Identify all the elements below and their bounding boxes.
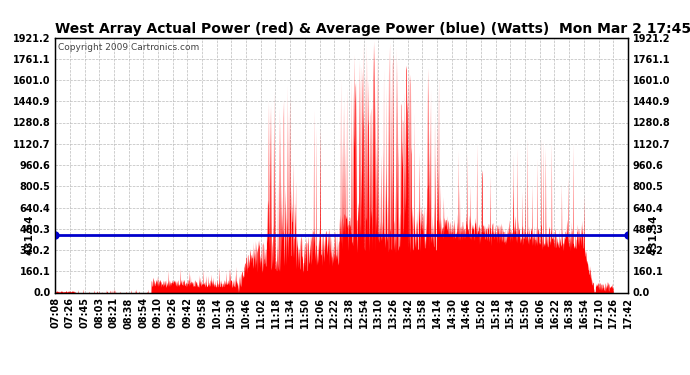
Text: 431.54: 431.54	[649, 215, 659, 255]
Text: West Array Actual Power (red) & Average Power (blue) (Watts)  Mon Mar 2 17:45: West Array Actual Power (red) & Average …	[55, 22, 690, 36]
Text: Copyright 2009 Cartronics.com: Copyright 2009 Cartronics.com	[58, 43, 199, 52]
Text: 431.54: 431.54	[24, 215, 34, 255]
